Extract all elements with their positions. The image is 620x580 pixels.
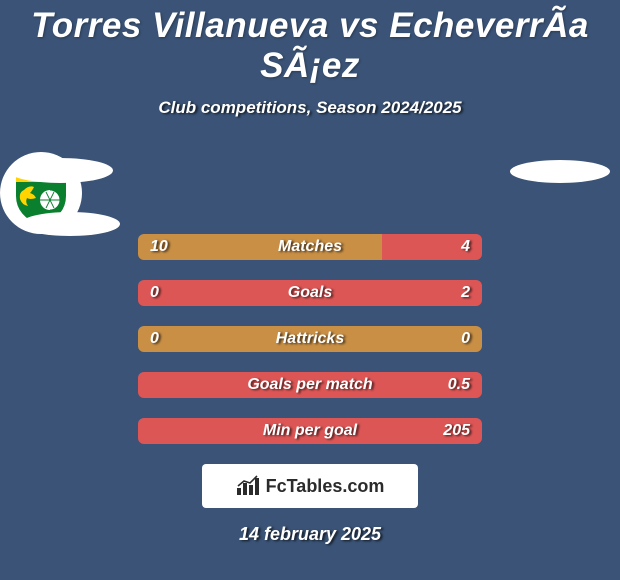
comparison-subtitle: Club competitions, Season 2024/2025 bbox=[0, 98, 620, 118]
fctables-badge: FcTables.com bbox=[202, 464, 418, 508]
player-right-photo-1 bbox=[510, 160, 610, 183]
comparison-date: 14 february 2025 bbox=[0, 524, 620, 545]
stat-rows: 104Matches 02Goals 00Hattricks 0.5Goals per… bbox=[138, 234, 482, 444]
player-left-photo-1 bbox=[8, 158, 113, 183]
bar-chart-icon bbox=[236, 475, 262, 497]
player-left-photo-2 bbox=[20, 212, 120, 236]
stat-row: 02Goals bbox=[138, 280, 482, 306]
stat-row: 0.5Goals per match bbox=[138, 372, 482, 398]
stat-label: Hattricks bbox=[138, 326, 482, 352]
stat-row: 104Matches bbox=[138, 234, 482, 260]
stat-label: Min per goal bbox=[138, 418, 482, 444]
stat-label: Matches bbox=[138, 234, 482, 260]
stat-row: 00Hattricks bbox=[138, 326, 482, 352]
stat-row: 205Min per goal bbox=[138, 418, 482, 444]
stat-label: Goals per match bbox=[138, 372, 482, 398]
stat-label: Goals bbox=[138, 280, 482, 306]
comparison-title: Torres Villanueva vs EcheverrÃ­a SÃ¡ez bbox=[0, 6, 620, 86]
fctables-label: FcTables.com bbox=[266, 476, 385, 497]
comparison-chart: LEON 104Matches02Goals00Hattricks0.5Goal… bbox=[0, 152, 620, 545]
